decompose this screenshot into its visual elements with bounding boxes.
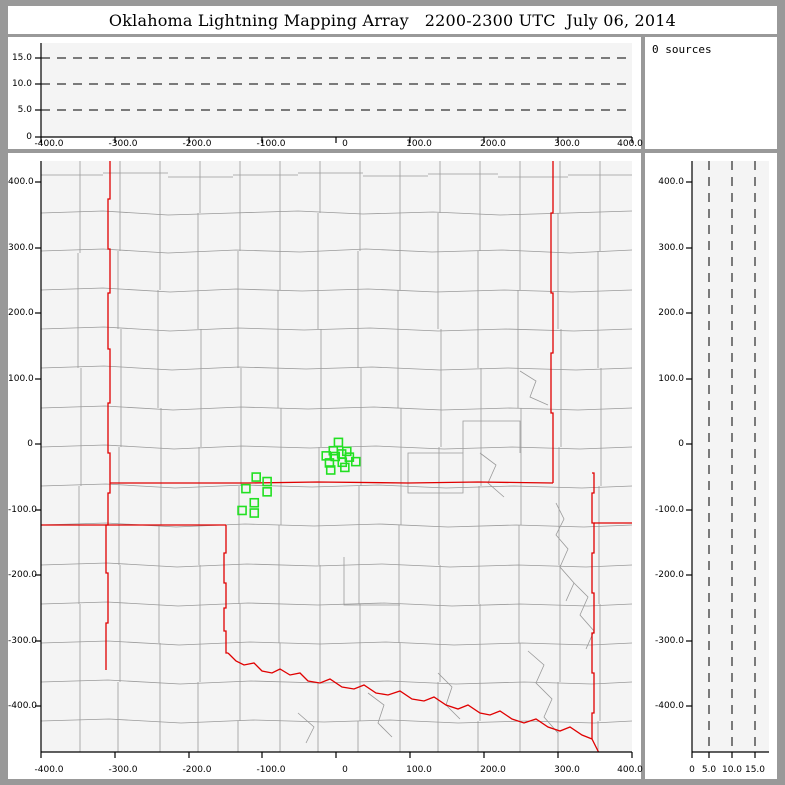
- tl-xtick--400: -400.0: [34, 139, 64, 149]
- map-xtick-200: 200.0: [480, 765, 506, 775]
- rt-ytick-200: 200.0: [658, 308, 684, 318]
- tl-xtick-0: 0: [342, 139, 348, 149]
- map-xtick--400: -400.0: [34, 765, 64, 775]
- tl-xtick--100: -100.0: [256, 139, 286, 149]
- map-ytick-0: 0: [27, 439, 33, 449]
- source-markers: [237, 437, 361, 518]
- map-xtick--200: -200.0: [182, 765, 212, 775]
- tl-ytick-0: 0: [26, 132, 32, 142]
- map-ytick-400: 400.0: [8, 177, 34, 187]
- plan-view-map-plot[interactable]: [8, 153, 641, 779]
- source-marker: [251, 472, 261, 482]
- tl-xtick-100: 100.0: [406, 139, 432, 149]
- source-marker: [330, 451, 341, 462]
- rt-ytick-400: 400.0: [658, 177, 684, 187]
- source-marker: [249, 508, 260, 518]
- altitude-vs-north-plot[interactable]: [645, 153, 777, 779]
- map-ytick--300: -300.0: [8, 636, 38, 646]
- altitude-vs-north-panel[interactable]: 400.0 300.0 200.0 100.0 0 -100.0 -200.0 …: [645, 153, 777, 779]
- source-count-label: 0 sources: [652, 43, 712, 56]
- tl-xtick-400: 400.0: [617, 139, 643, 149]
- source-marker: [325, 465, 336, 475]
- source-marker: [333, 437, 344, 448]
- map-ytick-300: 300.0: [8, 243, 34, 253]
- title-panel: Oklahoma Lightning Mapping Array 2200-23…: [8, 6, 777, 34]
- source-marker: [341, 446, 352, 457]
- altitude-vs-east-panel[interactable]: 0 5.0 10.0 15.0: [8, 37, 641, 149]
- source-marker: [237, 505, 247, 516]
- source-marker: [337, 457, 348, 468]
- rt-ytick--100: -100.0: [654, 505, 684, 515]
- sources-panel: 0 sources: [645, 37, 777, 149]
- map-ytick-100: 100.0: [8, 374, 34, 384]
- tl-ytick-15: 15.0: [11, 53, 32, 63]
- tl-ytick-5: 5.0: [17, 105, 32, 115]
- tl-xtick--300: -300.0: [108, 139, 138, 149]
- rt-ytick--400: -400.0: [654, 701, 684, 711]
- rt-ytick-0: 0: [678, 439, 684, 449]
- map-xtick--100: -100.0: [256, 765, 286, 775]
- source-marker: [241, 483, 251, 494]
- map-ytick--200: -200.0: [8, 570, 38, 580]
- source-marker: [324, 458, 335, 468]
- source-marker: [350, 456, 361, 467]
- map-xtick-100: 100.0: [406, 765, 432, 775]
- map-ytick-200: 200.0: [8, 308, 34, 318]
- map-ytick--100: -100.0: [8, 505, 38, 515]
- page-title: Oklahoma Lightning Mapping Array 2200-23…: [108, 10, 677, 30]
- rt-xtick-10: 10.0: [721, 765, 743, 775]
- plan-view-map-panel[interactable]: 400.0 300.0 200.0 100.0 0 -100.0 -200.0 …: [8, 153, 641, 779]
- source-marker: [262, 476, 272, 487]
- source-marker: [249, 497, 260, 508]
- rt-ytick-300: 300.0: [658, 243, 684, 253]
- source-marker: [340, 462, 350, 473]
- map-xtick-400: 400.0: [617, 765, 643, 775]
- tl-xtick-300: 300.0: [554, 139, 580, 149]
- map-xtick--300: -300.0: [108, 765, 138, 775]
- map-xtick-300: 300.0: [554, 765, 580, 775]
- tl-xtick--200: -200.0: [182, 139, 212, 149]
- rt-ytick-100: 100.0: [658, 374, 684, 384]
- rt-ytick--200: -200.0: [654, 570, 684, 580]
- rt-xtick-15: 15.0: [744, 765, 766, 775]
- rt-xtick-0: 0: [689, 765, 695, 775]
- altitude-vs-east-plot[interactable]: [8, 37, 641, 149]
- tl-ytick-10: 10.0: [11, 79, 32, 89]
- tl-xtick-200: 200.0: [480, 139, 506, 149]
- map-xtick-0: 0: [342, 765, 348, 775]
- source-marker: [262, 487, 272, 497]
- map-ytick--400: -400.0: [8, 701, 38, 711]
- rt-xtick-5: 5.0: [701, 765, 717, 775]
- rt-ytick--300: -300.0: [654, 636, 684, 646]
